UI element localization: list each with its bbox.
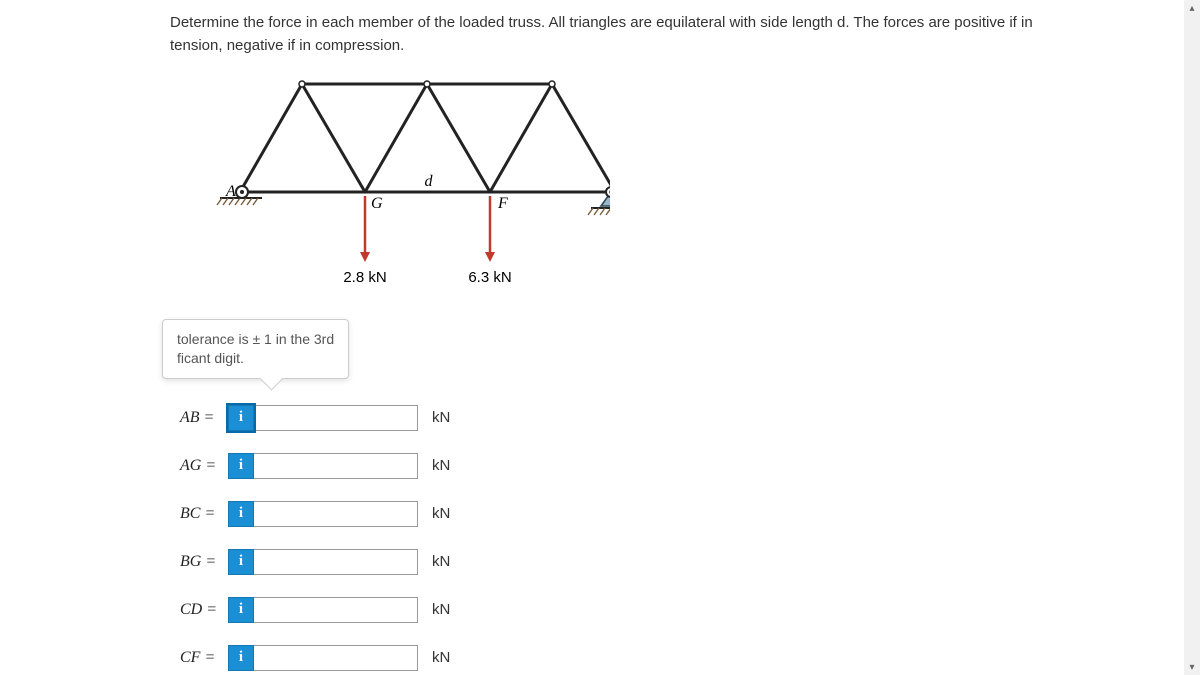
answer-unit: kN [432,505,450,522]
answer-label: BC = [180,505,228,523]
answer-unit: kN [432,601,450,618]
answer-unit: kN [432,649,450,666]
answer-input[interactable] [253,645,418,671]
svg-text:6.3 kN: 6.3 kN [468,269,511,286]
answer-label: CD = [180,601,228,619]
answer-row: BC =i kN [180,501,1100,527]
truss-svg: ABCDEGFd2.8 kN6.3 kN [190,77,610,297]
svg-text:F: F [497,195,508,212]
answer-row: AG =i kN [180,453,1100,479]
svg-text:A: A [225,183,236,200]
tolerance-tooltip: tolerance is ± 1 in the 3rd ficant digit… [162,319,349,379]
answer-row: CF =i kN [180,645,1100,671]
svg-text:G: G [371,195,383,212]
answer-input[interactable] [253,597,418,623]
problem-text-line2: tension, negative if in compression. [170,37,404,54]
answer-unit: kN [432,457,450,474]
info-icon[interactable]: i [228,549,254,575]
answer-label: CF = [180,649,228,667]
info-icon[interactable]: i [228,501,254,527]
problem-statement: Determine the force in each member of th… [170,12,1100,57]
svg-text:C: C [424,77,435,80]
info-icon[interactable]: i [228,645,254,671]
info-icon[interactable]: i [228,453,254,479]
answer-input[interactable] [253,501,418,527]
truss-figure: ABCDEGFd2.8 kN6.3 kN [190,77,1100,301]
svg-text:B: B [299,77,309,80]
scrollbar-down-icon[interactable]: ▾ [1184,659,1200,675]
answer-label: BG = [180,553,228,571]
problem-text-line1: Determine the force in each member of th… [170,14,1033,31]
answer-input[interactable] [253,405,418,431]
scrollbar-up-icon[interactable]: ▴ [1184,0,1200,16]
svg-text:D: D [548,77,561,80]
answer-unit: kN [432,553,450,570]
vertical-scrollbar[interactable]: ▴ ▾ [1184,0,1200,675]
info-icon[interactable]: i [228,405,254,431]
problem-container: Determine the force in each member of th… [0,0,1100,671]
tooltip-line1: tolerance is ± 1 in the 3rd [177,331,334,347]
answer-input[interactable] [253,453,418,479]
answer-row: BG =i kN [180,549,1100,575]
answer-label: AB = [180,409,228,427]
svg-text:d: d [425,173,434,190]
answer-unit: kN [432,409,450,426]
info-icon[interactable]: i [228,597,254,623]
answer-row: CD =i kN [180,597,1100,623]
answer-label: AG = [180,457,228,475]
svg-text:2.8 kN: 2.8 kN [343,269,386,286]
tooltip-line2: ficant digit. [177,350,244,366]
answer-input[interactable] [253,549,418,575]
answer-row: AB =i kN [180,405,1100,431]
answers-section: AB =ikNAG =ikNBC =ikNBG =ikNCD =ikNCF =i… [170,405,1100,671]
